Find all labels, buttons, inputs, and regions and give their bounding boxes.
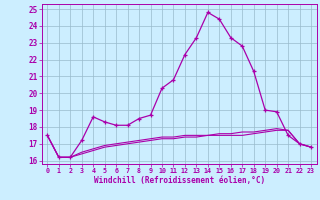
- X-axis label: Windchill (Refroidissement éolien,°C): Windchill (Refroidissement éolien,°C): [94, 176, 265, 185]
